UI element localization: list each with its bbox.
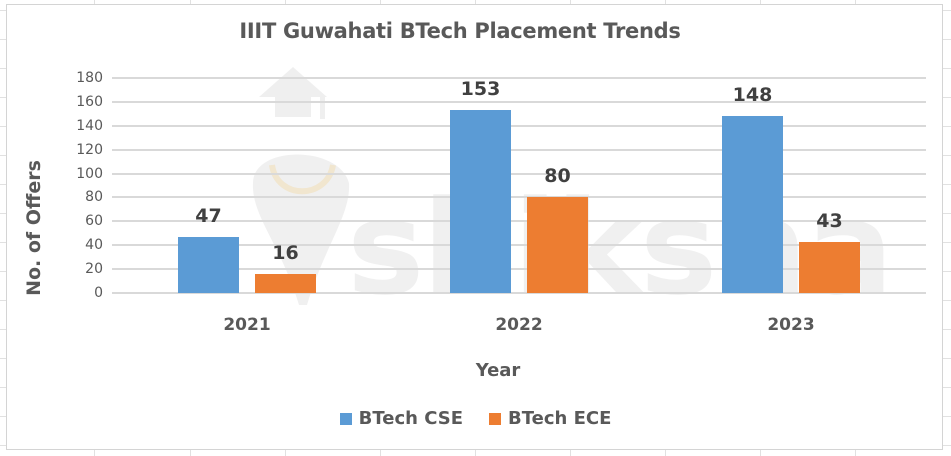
y-tick-label: 0 [94,285,103,301]
gridline [112,268,926,271]
y-tick-label: 60 [85,213,103,230]
y-tick-label: 100 [76,165,103,182]
legend-item-ece[interactable]: BTech ECE [489,408,611,429]
bar-btech-ece-2023[interactable] [799,241,860,293]
y-tick-label: 20 [85,261,103,278]
gridline [112,148,926,151]
legend: BTech CSE BTech ECE [7,408,944,429]
y-tick-label: 180 [76,70,103,86]
legend-label-cse: BTech CSE [358,408,463,429]
legend-swatch-ece-icon [489,412,501,425]
y-tick-label: 40 [85,237,103,254]
chart-container[interactable]: shiksha IIIT Guwahati BTech Placement Tr… [6,4,943,450]
bar-btech-ece-2021[interactable] [255,273,316,293]
y-tick-label: 80 [85,189,103,206]
y-tick-label: 120 [76,141,103,158]
gridline [112,124,926,127]
plot-area: 0 20 40 60 80 100 120 140 160 180 47 16 2021 153 80 202… [7,5,944,451]
legend-swatch-cse-icon [339,412,352,425]
x-tick-label: 2021 [223,315,271,335]
gridline [112,244,926,247]
y-tick-label: 140 [76,117,103,134]
bar-btech-cse-2022[interactable] [450,110,511,293]
bar-btech-ece-2022[interactable] [527,197,588,293]
bar-btech-cse-2021[interactable] [178,236,239,293]
legend-item-cse[interactable]: BTech CSE [339,408,463,429]
y-tick-label: 160 [76,93,103,110]
gridline [112,292,926,294]
gridline [112,172,926,175]
data-label: 16 [272,241,299,264]
x-axis-title: Year [475,360,521,381]
legend-label-ece: BTech ECE [508,408,612,429]
data-label: 80 [544,165,571,188]
data-label: 153 [460,78,501,101]
data-label: 43 [816,209,843,232]
data-label: 47 [195,204,222,227]
data-label: 148 [732,84,773,107]
y-axis-title: No. of Offers [23,160,45,296]
gridline [112,100,926,103]
bar-btech-cse-2023[interactable] [722,116,783,293]
gridline [112,196,926,199]
x-tick-label: 2023 [767,315,815,335]
x-tick-label: 2022 [495,315,543,335]
gridline [112,77,926,79]
chart-title: IIIT Guwahati BTech Placement Trends [239,19,681,43]
gridline [112,220,926,223]
